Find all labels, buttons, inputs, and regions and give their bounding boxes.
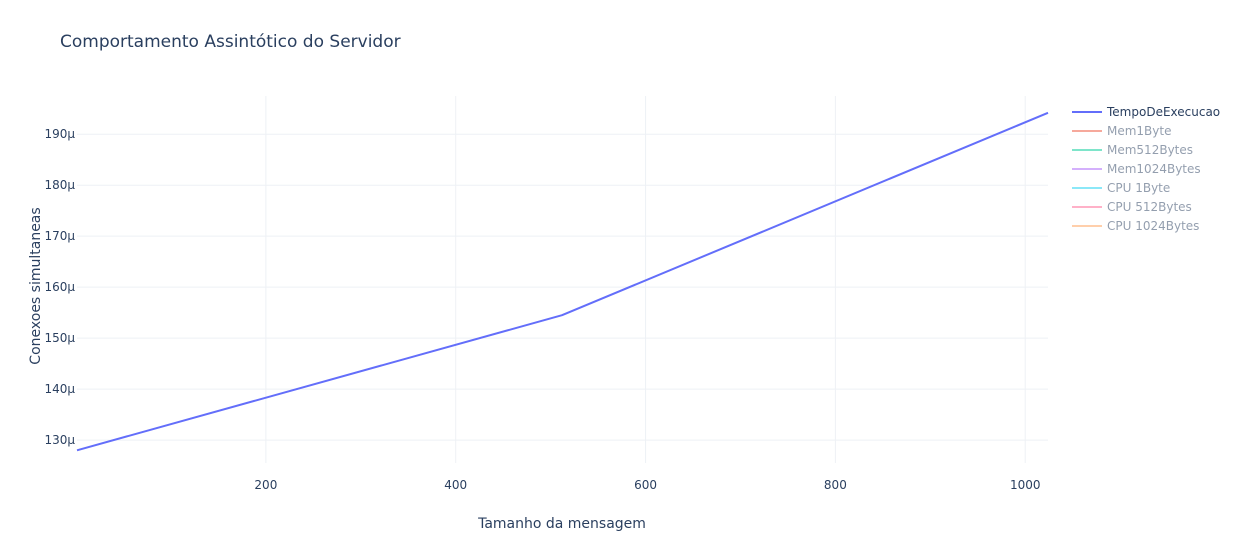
y-axis-title: Conexoes simultaneas [28, 207, 44, 364]
x-tick-label: 400 [444, 478, 467, 492]
legend-label: Mem1Byte [1107, 124, 1171, 138]
series-line-0[interactable] [76, 111, 1049, 452]
y-tick-label: 160µ [44, 280, 75, 294]
grid [77, 96, 1048, 463]
legend-label: CPU 512Bytes [1107, 200, 1192, 214]
y-tick-label: 140µ [44, 382, 75, 396]
y-tick-label: 150µ [44, 331, 75, 345]
legend-item-4[interactable]: CPU 1Byte [1072, 181, 1170, 195]
x-tick-label: 200 [254, 478, 277, 492]
y-tick-label: 180µ [44, 178, 75, 192]
legend-label: TempoDeExecucao [1106, 105, 1220, 119]
legend-item-5[interactable]: CPU 512Bytes [1072, 200, 1192, 214]
x-axis-title: Tamanho da mensagem [477, 516, 646, 532]
y-tick-label: 130µ [44, 433, 75, 447]
y-axis: 130µ 140µ 150µ 160µ 170µ 180µ 190µ [44, 127, 75, 447]
legend: TempoDeExecucao Mem1Byte Mem512Bytes Mem102… [1072, 105, 1220, 233]
x-tick-label: 800 [824, 478, 847, 492]
legend-item-0[interactable]: TempoDeExecucao [1072, 105, 1220, 119]
x-axis: 200 400 600 800 1000 [254, 478, 1040, 492]
legend-item-3[interactable]: Mem1024Bytes [1072, 162, 1201, 176]
y-tick-label: 190µ [44, 127, 75, 141]
plot-area[interactable] [76, 111, 1049, 452]
legend-label: CPU 1024Bytes [1107, 219, 1199, 233]
legend-label: Mem512Bytes [1107, 143, 1193, 157]
legend-label: Mem1024Bytes [1107, 162, 1201, 176]
x-tick-label: 600 [634, 478, 657, 492]
x-tick-label: 1000 [1010, 478, 1041, 492]
legend-label: CPU 1Byte [1107, 181, 1170, 195]
legend-item-2[interactable]: Mem512Bytes [1072, 143, 1193, 157]
chart-title: Comportamento Assintótico do Servidor [60, 32, 401, 52]
legend-item-1[interactable]: Mem1Byte [1072, 124, 1171, 138]
y-tick-label: 170µ [44, 229, 75, 243]
legend-item-6[interactable]: CPU 1024Bytes [1072, 219, 1199, 233]
